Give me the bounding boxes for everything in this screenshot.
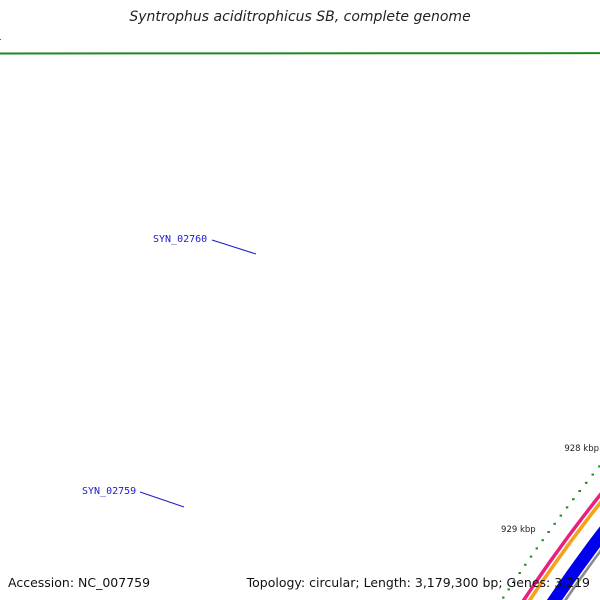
forward-strand-track <box>545 524 600 600</box>
summary-text: Topology: circular; Length: 3,179,300 bp… <box>246 575 590 590</box>
tick-label: 929 kbp <box>501 525 536 535</box>
gene-name-label: SYN_02760 <box>153 234 207 245</box>
reverse-strand-track <box>519 490 600 600</box>
gene-name-label: SYN_02759 <box>82 486 136 497</box>
gc-skew-mark <box>0 52 600 55</box>
gene-magenta <box>519 490 600 600</box>
scale-ticks: 923 kbp924 kbp925 kbp926 kbp927 kbp928 k… <box>501 444 600 599</box>
forward-gene-arrow <box>545 524 600 600</box>
gene-orange <box>526 498 600 600</box>
map-title: Syntrophus aciditrophicus SB, complete g… <box>129 9 471 25</box>
tick-label: 928 kbp <box>564 444 599 454</box>
label-leader-line <box>139 491 185 508</box>
accession-text: Accession: NC_007759 <box>8 575 151 590</box>
gene-labels: SYN_02760 SYN_02759 <box>82 234 257 508</box>
label-leader-line <box>211 239 257 255</box>
gc-content-track <box>0 39 600 55</box>
